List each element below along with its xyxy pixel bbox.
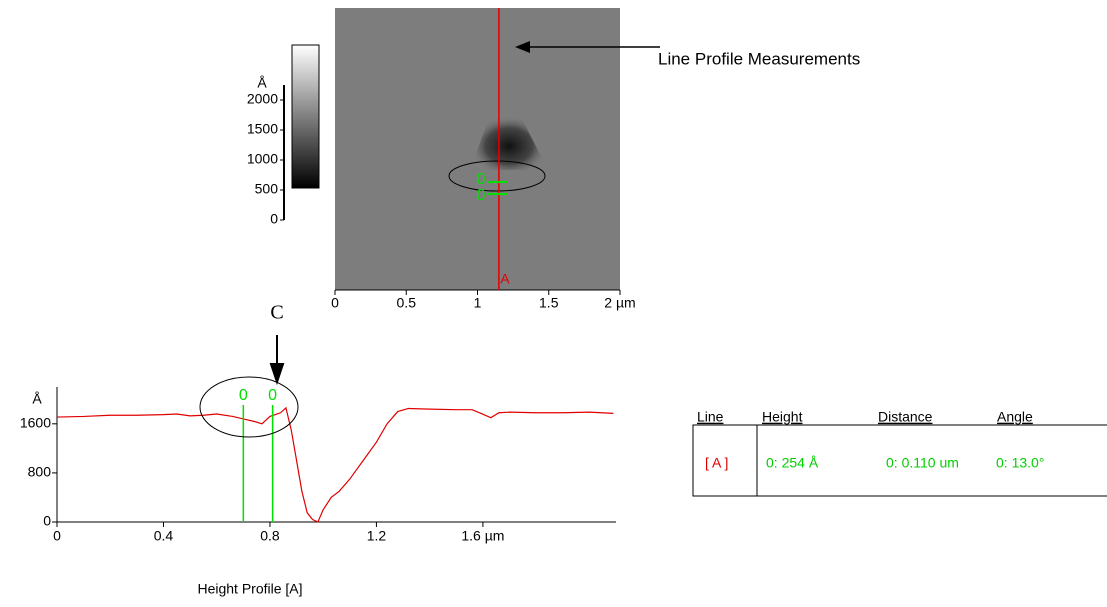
colorbar-tick-label: 2000: [247, 91, 278, 107]
x-tick-label: 1.5: [539, 295, 559, 311]
annotation-c: C: [270, 302, 283, 324]
profile-ellipse: [199, 376, 299, 438]
table-box: [692, 424, 1107, 497]
image-marker: 0: [477, 187, 486, 204]
colorbar-tick-label: 500: [255, 181, 279, 197]
colorbar-tick-label: 1000: [247, 151, 278, 167]
afm-feature: [470, 110, 548, 170]
x-tick-label: 0.8: [260, 528, 280, 544]
series-name: Height Profile [A]: [197, 581, 302, 597]
profile-curve: [56, 406, 614, 523]
y-unit: Å: [32, 391, 42, 407]
x-tick-label: 2 µm: [604, 295, 635, 311]
c-arrow: [269, 335, 285, 386]
x-tick-label: 1.6 µm: [461, 528, 504, 544]
table-header: Height: [762, 409, 803, 425]
table-header: Line: [697, 409, 724, 425]
x-tick-label: 0: [53, 528, 61, 544]
afm-image: [335, 8, 620, 290]
x-tick-label: 0.4: [154, 528, 174, 544]
y-tick-label: 800: [28, 464, 52, 480]
table-cell: 0: 254 Å: [766, 455, 819, 471]
y-tick-label: 0: [43, 513, 51, 529]
table-header: Angle: [997, 409, 1033, 425]
table-cell: 0: 13.0°: [996, 455, 1044, 471]
x-tick-label: 1: [474, 295, 482, 311]
profile-line-label: A: [500, 271, 510, 287]
cursor-label: 0: [268, 387, 277, 404]
table-cell: [ A ]: [705, 455, 728, 471]
colorbar-unit: Å: [257, 75, 267, 91]
y-tick-label: 1600: [20, 415, 51, 431]
table-cell: 0: 0.110 um: [886, 455, 959, 471]
colorbar: [291, 44, 320, 189]
x-tick-label: 1.2: [367, 528, 387, 544]
x-tick-label: 0: [331, 295, 339, 311]
image-ellipse: [448, 160, 546, 192]
cursor-label: 0: [239, 387, 248, 404]
arrow-head: [515, 41, 530, 53]
colorbar-tick-label: 1500: [247, 121, 278, 137]
colorbar-tick-label: 0: [270, 211, 278, 227]
callout-text: Line Profile Measurements: [658, 49, 860, 68]
table-header: Distance: [878, 409, 933, 425]
x-tick-label: 0.5: [397, 295, 417, 311]
image-marker: 0: [477, 171, 486, 188]
